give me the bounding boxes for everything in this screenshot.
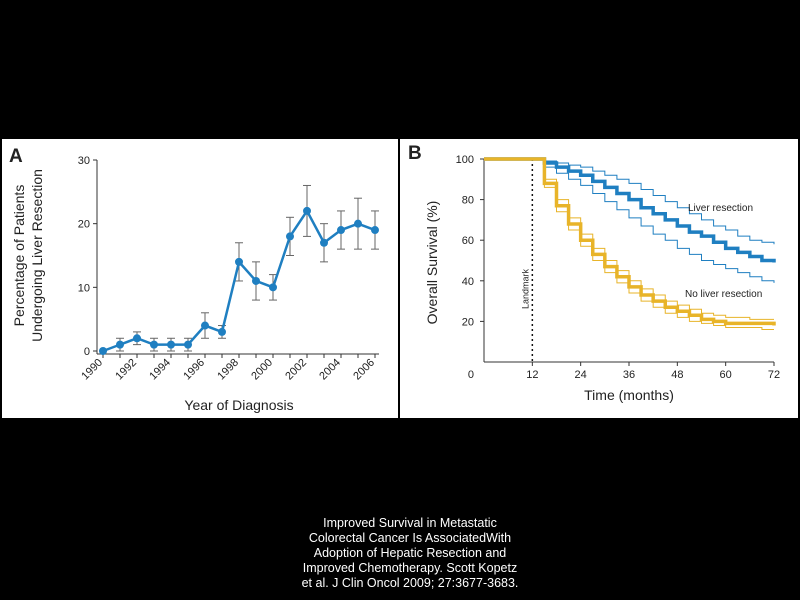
x-tick-label: 2002 <box>283 357 309 383</box>
y-tick-label: 80 <box>462 195 474 207</box>
caption-line: Colorectal Cancer Is AssociatedWith <box>308 531 512 545</box>
data-point <box>354 219 362 228</box>
chart-b: 20 40 60 80 100 0 12 24 36 48 60 72 Time (months) Ove… <box>424 154 780 403</box>
x-tick-label: 1990 <box>79 357 105 383</box>
x-tick-label: 2000 <box>249 357 275 383</box>
x-tick-label: 2004 <box>317 357 343 383</box>
data-point <box>235 257 243 266</box>
data-point <box>286 232 294 241</box>
data-point <box>201 321 209 330</box>
y-tick-label: 20 <box>462 316 474 328</box>
x-tick-label: 48 <box>671 369 683 381</box>
data-point <box>167 340 175 349</box>
ci-lower-line <box>484 158 775 283</box>
y-tick-label: 30 <box>78 155 90 167</box>
x-axis-label: Time (months) <box>584 387 674 403</box>
panel-a: A 0 10 20 30 1990 1992 1994 1996 1998 2000 2002 200… <box>2 139 398 418</box>
y-tick-label: 20 <box>78 219 90 231</box>
data-point <box>150 340 158 349</box>
x-tick-label: 1996 <box>181 357 207 383</box>
x-tick-label: 2006 <box>351 357 377 383</box>
series-label: Liver resection <box>688 203 753 214</box>
caption-line: et al. J Clin Oncol 2009; 27:3677-3683. <box>301 576 519 590</box>
caption-line: Improved Survival in Metastatic <box>323 516 497 530</box>
survival-line <box>484 157 776 263</box>
data-point <box>99 347 107 355</box>
origin-label: 0 <box>468 369 474 381</box>
x-tick-label: 72 <box>768 369 780 381</box>
data-point <box>337 226 345 235</box>
data-point <box>218 327 226 336</box>
data-point <box>269 283 277 292</box>
x-tick-label: 1994 <box>147 357 173 383</box>
chart-a: 0 10 20 30 1990 1992 1994 1996 1998 2000 2002 2004 2… <box>11 155 379 413</box>
data-point <box>303 206 311 215</box>
series-label: No liver resection <box>685 289 762 300</box>
data-point <box>184 340 192 349</box>
y-tick-label: 60 <box>462 235 474 247</box>
y-tick-label: 40 <box>462 276 474 288</box>
data-point <box>320 238 328 247</box>
data-point <box>252 276 260 285</box>
y-axis-label: Overall Survival (%) <box>424 201 440 325</box>
x-tick-label: 60 <box>720 369 732 381</box>
x-tick-label: 36 <box>623 369 635 381</box>
y-tick-label: 0 <box>84 346 90 358</box>
caption-line: Improved Chemotherapy. Scott Kopetz <box>302 561 518 575</box>
landmark-label: Landmark <box>520 268 530 309</box>
x-tick-label: 1998 <box>215 357 241 383</box>
y-axis-label: Undergoing Liver Resection <box>29 169 45 342</box>
panel-b: B 20 40 60 80 100 0 12 24 36 48 60 72 Time (months) O… <box>400 139 798 418</box>
data-point <box>133 334 141 343</box>
data-point <box>116 340 124 349</box>
survival-line <box>484 157 776 326</box>
panel-a-letter: A <box>9 146 23 167</box>
caption: Improved Survival in Metastatic Colorect… <box>250 516 570 591</box>
y-tick-label: 100 <box>456 154 474 166</box>
panel-b-letter: B <box>408 143 422 164</box>
ci-upper-line <box>484 158 775 245</box>
y-tick-label: 10 <box>78 282 90 294</box>
caption-line: Adoption of Hepatic Resection and <box>313 546 507 560</box>
x-tick-label: 1992 <box>113 357 139 383</box>
x-axis-label: Year of Diagnosis <box>184 397 293 413</box>
x-tick-label: 24 <box>575 369 587 381</box>
y-axis-label: Percentage of Patients <box>11 185 27 327</box>
data-point <box>371 226 379 235</box>
x-tick-label: 12 <box>526 369 538 381</box>
